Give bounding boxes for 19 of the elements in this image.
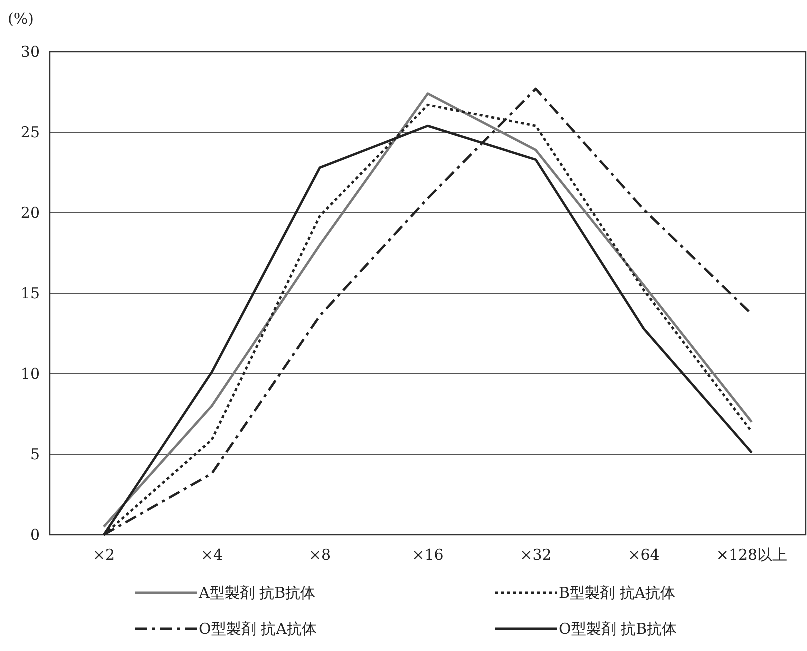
legend-label: A型製剤 抗B抗体 [198, 584, 316, 602]
x-tick-label: ×64 [628, 546, 660, 564]
y-tick-label: 20 [20, 204, 40, 222]
x-tick-label: ×2 [92, 546, 116, 564]
legend-label: B型製剤 抗A抗体 [559, 584, 676, 602]
legend-label: O型製剤 抗B抗体 [559, 620, 678, 638]
y-tick-label: 0 [30, 526, 40, 544]
y-tick-label: 10 [20, 365, 40, 383]
x-tick-label: ×16 [412, 546, 444, 564]
y-tick-label: 25 [20, 124, 40, 142]
y-axis-title: (%) [8, 10, 34, 28]
y-tick-label: 5 [30, 446, 40, 464]
y-tick-label: 30 [20, 43, 40, 61]
x-tick-label: ×128以上 [716, 546, 788, 564]
legend-label: O型製剤 抗A抗体 [199, 620, 317, 638]
x-tick-label: ×32 [520, 546, 552, 564]
y-tick-label: 15 [20, 284, 40, 302]
x-tick-label: ×8 [308, 546, 332, 564]
x-tick-label: ×4 [200, 546, 224, 564]
